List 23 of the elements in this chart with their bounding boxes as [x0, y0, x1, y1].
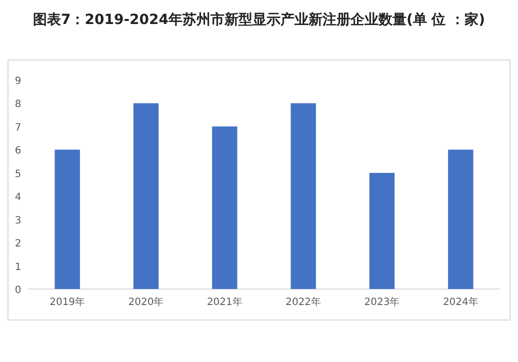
y-tick-label: 4 [14, 192, 22, 204]
bar [369, 172, 395, 289]
x-tick-label: 2022年 [286, 296, 322, 308]
x-tick-label: 2019年 [50, 296, 86, 308]
y-tick-label: 5 [14, 168, 22, 180]
y-tick-label: 8 [14, 99, 22, 110]
bar [290, 103, 316, 289]
bar [133, 103, 159, 289]
x-tick-label: 2021年 [206, 296, 242, 308]
title: 图表7：2019-2024年苏州市新型显示产业新注册企业数量(单 位 ：家) [32, 12, 486, 28]
x-tick-label: 2023年 [364, 296, 400, 308]
x-tick-label: 2024年 [442, 296, 478, 308]
y-tick-label: 6 [14, 146, 22, 157]
bar [54, 150, 80, 289]
y-tick-label: 0 [14, 285, 22, 296]
y-tick-label: 1 [14, 262, 22, 273]
y-tick-label: 2 [14, 238, 22, 250]
y-tick-label: 9 [14, 76, 22, 87]
y-tick-label: 3 [14, 215, 22, 226]
bar [448, 150, 474, 289]
x-tick-label: 2020年 [128, 296, 164, 308]
bar [212, 126, 238, 289]
y-tick-label: 7 [14, 122, 22, 134]
